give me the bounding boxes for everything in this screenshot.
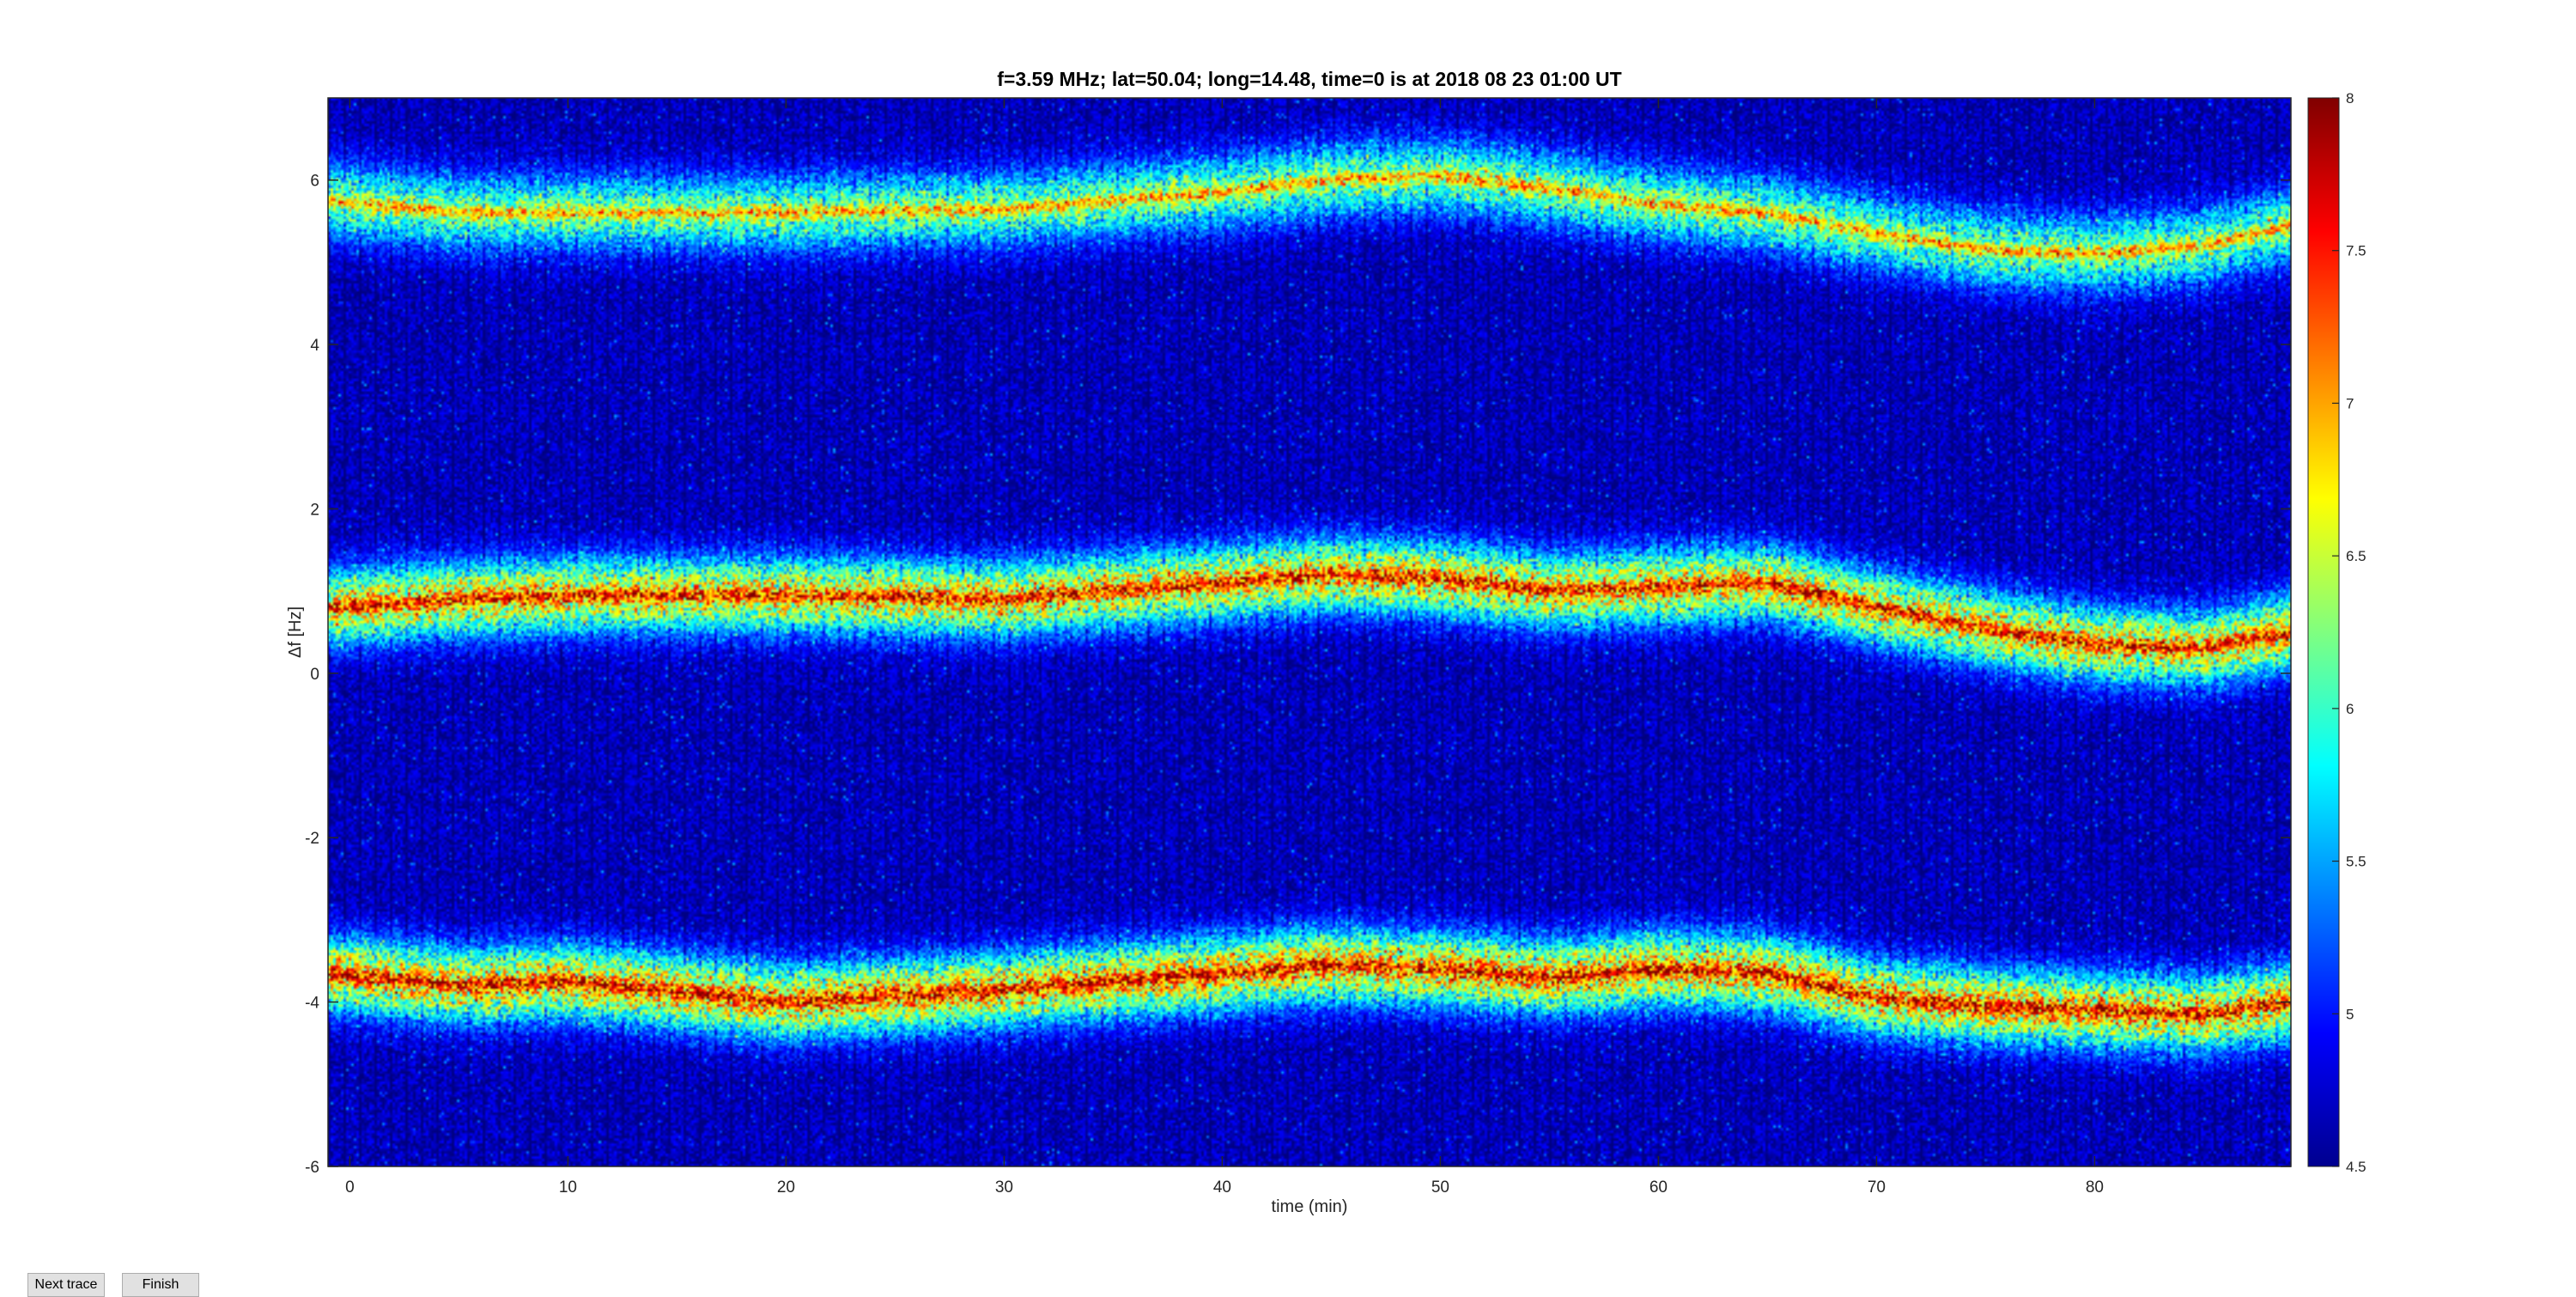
y-tick-label: 2 bbox=[310, 501, 319, 519]
x-tick-label: 0 bbox=[345, 1178, 355, 1197]
colorbar-tick-label: 8 bbox=[2346, 90, 2354, 107]
y-tick-label: 6 bbox=[310, 173, 319, 191]
colorbar-tick-label: 5 bbox=[2346, 1006, 2354, 1022]
x-tick-label: 30 bbox=[995, 1178, 1013, 1197]
colorbar-gradient bbox=[2307, 97, 2340, 1167]
chart-title: f=3.59 MHz; lat=50.04; long=14.48, time=… bbox=[997, 68, 1622, 90]
x-tick-label: 80 bbox=[2086, 1178, 2104, 1197]
x-tick-label: 70 bbox=[1868, 1178, 1886, 1197]
colorbar-tick-label: 7 bbox=[2346, 395, 2354, 411]
colorbar-tick-label: 5.5 bbox=[2346, 854, 2366, 870]
y-axis-label: Δf [Hz] bbox=[286, 606, 305, 658]
y-tick-label: 4 bbox=[310, 337, 319, 355]
x-tick-label: 50 bbox=[1431, 1178, 1449, 1197]
colorbar: 4.5 5 5.5 6 6.5 7 7.5 8 bbox=[2307, 90, 2366, 1175]
x-tick-label: 40 bbox=[1213, 1178, 1231, 1197]
y-tick-label: -6 bbox=[305, 1159, 319, 1177]
x-tick-label: 60 bbox=[1649, 1178, 1668, 1197]
y-tick-label: 0 bbox=[310, 666, 319, 684]
x-tick-label: 10 bbox=[559, 1178, 577, 1197]
finish-button[interactable]: Finish bbox=[122, 1273, 199, 1297]
colorbar-tick-label: 6 bbox=[2346, 701, 2354, 717]
spectrogram-heatmap bbox=[328, 98, 2291, 1166]
colorbar-ticks: 4.5 5 5.5 6 6.5 7 7.5 8 bbox=[2332, 90, 2366, 1175]
y-tick-label: -2 bbox=[305, 830, 319, 848]
colorbar-tick-label: 7.5 bbox=[2346, 243, 2366, 259]
x-tick-label: 20 bbox=[777, 1178, 795, 1197]
colorbar-tick-label: 4.5 bbox=[2346, 1159, 2366, 1175]
colorbar-tick-label: 6.5 bbox=[2346, 548, 2366, 564]
y-tick-label: -4 bbox=[305, 995, 319, 1013]
x-axis-label: time (min) bbox=[1272, 1197, 1348, 1216]
next-trace-button[interactable]: Next trace bbox=[27, 1273, 105, 1297]
